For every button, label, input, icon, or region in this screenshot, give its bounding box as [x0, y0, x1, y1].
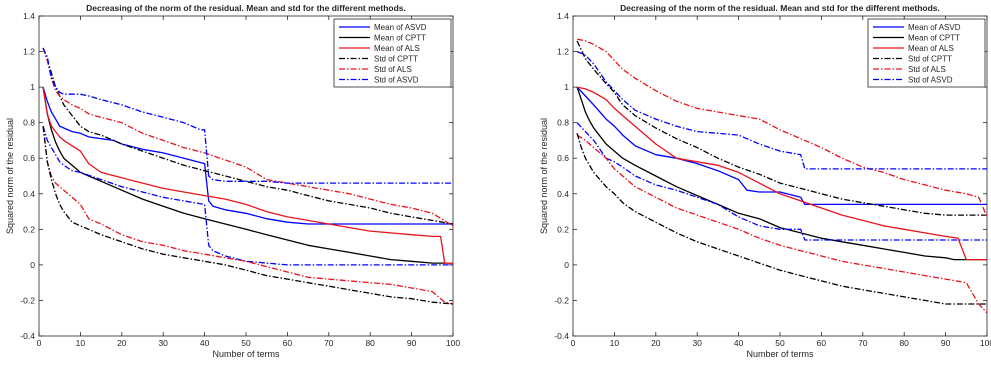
- y-axis-label: Squared norm of the residual: [539, 118, 549, 234]
- y-tick-label: 0.6: [23, 153, 35, 163]
- chart-panel-1: 0 10 20 30 40 50 60 70 80 90 100 -0.4 -0.2 0 0.2 0.4 0.6…: [5, 3, 460, 359]
- x-tick-label: 0: [571, 338, 576, 348]
- x-tick-label: 80: [899, 338, 909, 348]
- y-tick-label: 0.2: [23, 224, 35, 234]
- y-tick-label: 0.8: [23, 118, 35, 128]
- y-tick-label: 0: [564, 260, 569, 270]
- series-line-2: [576, 86, 987, 261]
- series-line-1: [576, 86, 987, 206]
- x-tick-label: 90: [941, 338, 951, 348]
- x-tick-label: 70: [858, 338, 868, 348]
- y-tick-label: -0.2: [20, 295, 35, 305]
- x-tick-label: 40: [734, 338, 744, 348]
- series-line-6: [576, 51, 987, 170]
- series-line-8: [42, 126, 453, 305]
- series-line-7: [576, 122, 987, 241]
- legend-entry: Mean of ASVD: [374, 23, 427, 32]
- x-axis-label: Number of terms: [212, 349, 280, 359]
- x-tick-label: 60: [283, 338, 293, 348]
- legend-entry: Mean of ASVD: [908, 23, 961, 32]
- series-line-3: [576, 86, 987, 261]
- x-tick-label: 20: [651, 338, 661, 348]
- x-tick-label: 40: [200, 338, 210, 348]
- series-line-4: [42, 47, 453, 225]
- legend-entry: Mean of CPTT: [908, 34, 960, 43]
- series-line-9: [576, 133, 987, 305]
- series-line-1: [42, 86, 453, 225]
- legend-entry: Std of CPTT: [374, 55, 418, 64]
- legend-entry: Std of CPTT: [908, 55, 952, 64]
- legend-entry: Std of ASVD: [374, 76, 419, 85]
- series-line-9: [42, 126, 453, 305]
- y-tick-label: 1: [30, 82, 35, 92]
- x-tick-label: 70: [324, 338, 334, 348]
- series-line-3: [42, 86, 453, 264]
- legend-box: [867, 18, 986, 88]
- y-tick-label: 1: [564, 82, 569, 92]
- series-line-2: [42, 86, 453, 264]
- legend-entry: Std of ALS: [908, 65, 946, 74]
- x-tick-label: 30: [158, 338, 168, 348]
- y-tick-label: 0: [30, 260, 35, 270]
- y-tick-label: 0.4: [557, 189, 569, 199]
- series-line-7: [42, 126, 453, 266]
- x-tick-label: 60: [817, 338, 827, 348]
- chart-title: Decreasing of the norm of the residual. …: [86, 3, 406, 13]
- y-tick-label: 0.4: [23, 189, 35, 199]
- legend-entry: Mean of ALS: [374, 44, 420, 53]
- series-line-4: [576, 40, 987, 216]
- y-tick-label: 0.8: [557, 118, 569, 128]
- chart-title: Decreasing of the norm of the residual. …: [620, 3, 940, 13]
- legend-entry: Std of ASVD: [908, 76, 953, 85]
- x-tick-label: 10: [610, 338, 620, 348]
- legend-entry: Mean of CPTT: [374, 34, 426, 43]
- y-tick-label: 0.2: [557, 224, 569, 234]
- x-tick-label: 10: [76, 338, 86, 348]
- x-tick-label: 20: [117, 338, 127, 348]
- x-tick-label: 0: [37, 338, 42, 348]
- y-tick-label: -0.4: [554, 331, 569, 341]
- y-axis-label: Squared norm of the residual: [5, 118, 15, 234]
- x-tick-label: 30: [692, 338, 702, 348]
- legend-entry: Mean of ALS: [908, 44, 954, 53]
- x-tick-label: 90: [407, 338, 417, 348]
- y-tick-label: 0.6: [557, 153, 569, 163]
- y-tick-label: -0.2: [554, 295, 569, 305]
- legend-entry: Std of ALS: [374, 65, 412, 74]
- series-line-5: [42, 47, 453, 227]
- y-tick-label: 1.4: [557, 11, 569, 21]
- x-tick-label: 80: [365, 338, 375, 348]
- chart-panel-2: 0 10 20 30 40 50 60 70 80 90 100 -0.4 -0.2 0 0.2 0.4 0.6…: [539, 3, 991, 359]
- y-tick-label: -0.4: [20, 331, 35, 341]
- legend-box: [333, 18, 452, 88]
- series-line-8: [576, 134, 987, 314]
- x-tick-label: 50: [241, 338, 251, 348]
- x-tick-label: 100: [446, 338, 460, 348]
- x-tick-label: 100: [980, 338, 991, 348]
- y-tick-label: 1.4: [23, 11, 35, 21]
- x-tick-label: 50: [775, 338, 785, 348]
- x-axis-label: Number of terms: [746, 349, 814, 359]
- y-tick-label: 1.2: [23, 47, 35, 57]
- series-line-5: [576, 38, 987, 218]
- y-tick-label: 1.2: [557, 47, 569, 57]
- series-line-6: [42, 47, 453, 184]
